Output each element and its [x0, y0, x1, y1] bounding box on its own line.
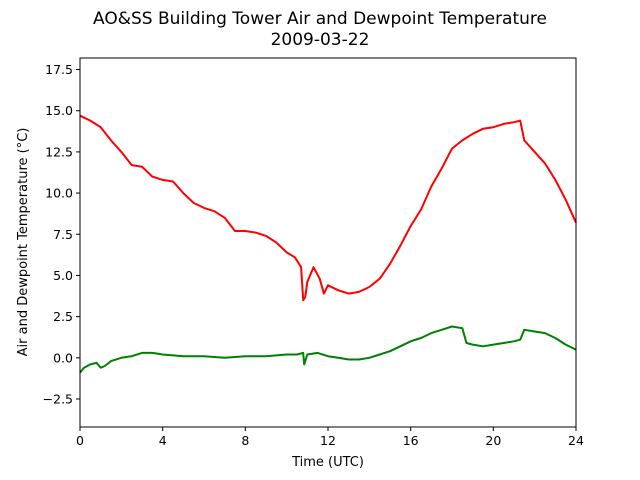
- x-tick-label: 8: [241, 433, 249, 448]
- y-tick-label: 10.0: [45, 186, 73, 201]
- y-tick-label: 5.0: [53, 268, 73, 283]
- x-tick-label: 20: [485, 433, 501, 448]
- y-tick-label: 15.0: [45, 103, 73, 118]
- x-axis: 0 4 8 12 16 20 24: [76, 427, 584, 448]
- plot-lines: [79, 114, 577, 374]
- x-tick-label: 4: [159, 433, 167, 448]
- plot-frame: [79, 57, 577, 428]
- y-tick-label: 2.5: [53, 309, 73, 324]
- x-tick-label: 12: [320, 433, 336, 448]
- chart-title: AO&SS Building Tower Air and Dewpoint Te…: [93, 9, 547, 29]
- y-tick-label: −2.5: [43, 391, 73, 406]
- chart-subtitle: 2009-03-22: [271, 30, 370, 50]
- x-axis-label: Time (UTC): [291, 455, 364, 470]
- y-tick-label: 12.5: [45, 144, 73, 159]
- y-axis: −2.5 0.0 2.5 5.0 7.5 10.0 12.5 15.0 17.5: [43, 62, 80, 406]
- x-tick-label: 16: [403, 433, 419, 448]
- y-tick-label: 0.0: [53, 350, 73, 365]
- series-line-2: [79, 325, 577, 374]
- y-tick-label: 17.5: [45, 62, 73, 77]
- x-tick-label: 24: [568, 433, 584, 448]
- y-tick-label: 7.5: [53, 227, 73, 242]
- series-line-1: [79, 114, 577, 302]
- x-tick-label: 0: [76, 433, 84, 448]
- y-axis-label: Air and Dewpoint Temperature (°C): [16, 128, 31, 357]
